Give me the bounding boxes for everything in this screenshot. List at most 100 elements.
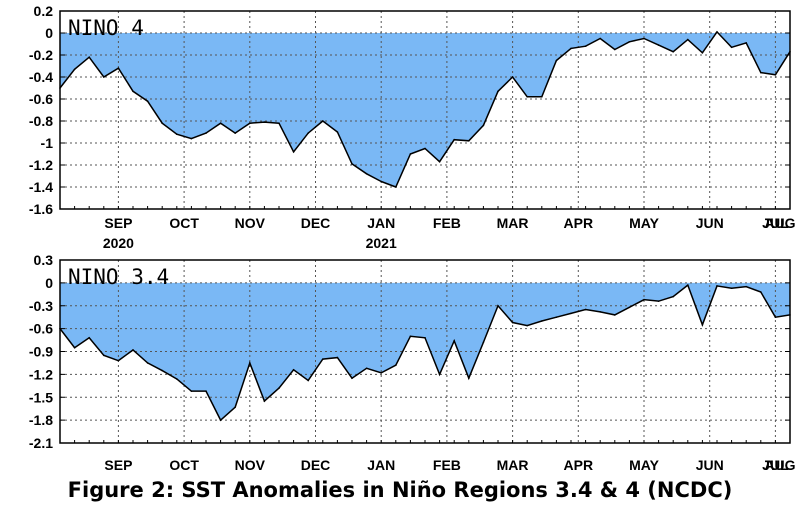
nino34-point: [730, 287, 733, 290]
nino4-point: [190, 137, 193, 140]
nino34-point: [438, 373, 441, 376]
nino34-point: [219, 419, 222, 421]
nino4-ytick-label: -1: [41, 135, 54, 151]
nino34-point: [380, 372, 383, 374]
nino34-month-label: FEB: [433, 457, 461, 473]
nino4-point: [278, 122, 280, 124]
nino4-point: [716, 31, 718, 33]
nino4-month-label: MAY: [629, 215, 659, 231]
nino34-point: [278, 387, 280, 389]
nino34-month-label: DEC: [301, 457, 331, 473]
nino34-month-label: JAN: [367, 457, 395, 473]
nino4-ytick-label: 0.2: [34, 3, 54, 19]
nino4-point: [438, 160, 441, 163]
nino34-point: [614, 314, 616, 316]
nino4-ytick-label: -0.4: [29, 69, 53, 85]
nino4-point: [526, 96, 528, 98]
nino34-point: [176, 378, 178, 380]
nino34-point: [511, 321, 514, 324]
nino34-ytick-label: -1.5: [29, 389, 53, 405]
nino34-point: [716, 285, 718, 287]
nino34-point: [351, 377, 353, 379]
nino4-point: [146, 100, 149, 102]
nino34-point: [745, 285, 747, 288]
nino34-point: [584, 308, 587, 311]
nino34-point: [263, 400, 266, 402]
nino4-point: [263, 121, 266, 123]
nino4-point: [88, 56, 90, 58]
nino4-month-label: NOV: [235, 215, 266, 231]
nino4-point: [701, 52, 704, 54]
nino34-point: [482, 341, 485, 344]
nino4-month-label: DEC: [301, 215, 331, 231]
nino4-point: [292, 151, 295, 153]
nino4-point: [322, 120, 324, 122]
nino4-point: [555, 59, 558, 62]
nino34-point: [88, 336, 90, 339]
nino4-point: [687, 38, 689, 41]
nino4-point: [424, 147, 426, 150]
nino34-point: [687, 284, 689, 286]
nino34-month-label: JUN: [696, 457, 724, 473]
nino34-point: [497, 304, 499, 307]
nino4-anomaly-area: [60, 31, 790, 188]
nino4-point: [249, 122, 251, 124]
nino34-ytick-label: -1.2: [29, 366, 53, 382]
nino4-point: [584, 45, 587, 47]
nino4-point: [730, 46, 733, 49]
nino4-point: [453, 138, 456, 141]
nino34-point: [292, 369, 295, 371]
nino34-panel: 0.3 0 -0.3 -0.6 -0.9 -1.2 -1.5 -1.8 -2.1 SEP OCT NO…: [29, 252, 796, 473]
nino4-ytick-label: -1.6: [29, 201, 53, 217]
nino4-point: [760, 71, 762, 74]
nino4-point: [628, 41, 631, 43]
nino34-month-label: JUL: [762, 457, 789, 473]
nino34-point: [555, 316, 558, 318]
nino34-point: [599, 311, 601, 313]
nino34-anomaly-area: [60, 282, 790, 421]
nino4-month-label: APR: [564, 215, 594, 231]
nino34-point: [657, 300, 660, 302]
nino34-point: [774, 316, 777, 318]
nino34-month-label: SEP: [104, 457, 132, 473]
nino4-point: [351, 163, 353, 165]
nino34-point: [103, 354, 105, 357]
nino4-point: [511, 76, 514, 78]
nino34-point: [453, 340, 456, 342]
nino34-ytick-label: 0: [45, 275, 53, 291]
nino34-point: [541, 320, 543, 322]
nino4-point: [774, 74, 777, 76]
nino4-point: [307, 132, 310, 134]
nino4-point: [497, 90, 499, 93]
nino34-month-label: MAY: [629, 457, 659, 473]
nino34-point: [365, 367, 368, 370]
nino34-month-label: OCT: [169, 457, 199, 473]
nino34-point: [322, 358, 324, 360]
nino34-point: [146, 362, 149, 364]
nino4-month-label: AUG: [764, 215, 795, 231]
nino34-ytick-label: -0.3: [29, 298, 53, 314]
nino34-month-label: AUG: [764, 457, 795, 473]
nino34-ytick-label: -2.1: [29, 435, 53, 451]
nino34-point: [643, 298, 645, 301]
nino4-ytick-label: -0.8: [29, 113, 53, 129]
figure-caption: Figure 2: SST Anomalies in Niño Regions …: [67, 478, 733, 502]
nino4-point: [395, 186, 397, 188]
nino34-point: [526, 324, 528, 327]
nino4-year-label: 2020: [103, 235, 134, 251]
nino4-point: [176, 133, 178, 135]
nino4-point: [614, 48, 616, 51]
nino34-point: [336, 356, 339, 359]
nino4-point: [672, 50, 674, 53]
nino34-point: [307, 379, 310, 382]
nino34-point: [628, 306, 631, 309]
nino4-ytick-label: -1.2: [29, 157, 53, 173]
nino34-point: [73, 346, 76, 349]
nino4-month-label: JUN: [696, 215, 724, 231]
nino4-point: [482, 124, 485, 127]
nino4-point: [336, 131, 339, 133]
nino34-point: [190, 390, 193, 392]
nino34-point: [132, 349, 134, 351]
chart-canvas: 0.2 0 -0.2 -0.4 -0.6 -0.8 -1 -1.2 -1.4 -1.6 SEP OCT…: [29, 3, 796, 473]
nino4-point: [219, 122, 222, 124]
